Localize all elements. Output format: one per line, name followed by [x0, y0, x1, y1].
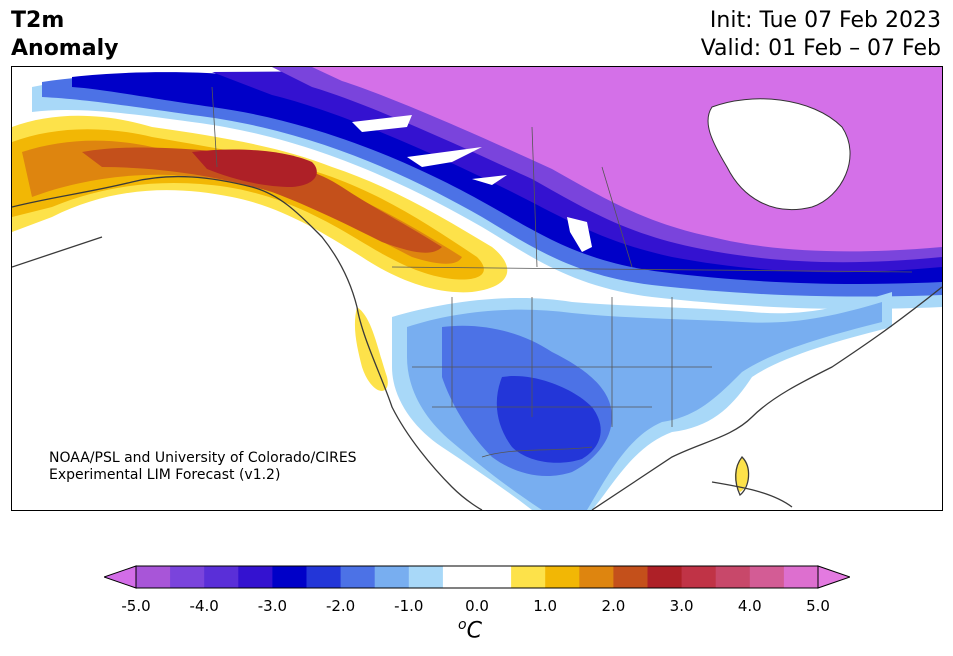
colorbar-tick-label: -5.0	[121, 597, 151, 615]
colorbar-tick-label: -2.0	[325, 597, 356, 615]
credit-line-1: NOAA/PSL and University of Colorado/CIRE…	[49, 450, 357, 466]
lake-white-2	[407, 147, 482, 167]
colorbar-cell	[340, 566, 376, 588]
borders	[211, 86, 913, 458]
colorbar-cell	[749, 566, 785, 588]
colorbar-cell	[374, 566, 410, 588]
colorbar-tick-label: 1.0	[533, 597, 558, 615]
cool-anomaly-deeper	[496, 376, 601, 463]
colorbar-tick-label: -4.0	[189, 597, 219, 615]
colorbar-cell	[272, 566, 307, 588]
anomaly-map	[11, 66, 943, 511]
title-line-2: Anomaly	[11, 36, 119, 61]
colorbar-tick-label: 0.0	[465, 597, 489, 615]
credit-line-2: Experimental LIM Forecast (v1.2)	[49, 467, 281, 483]
unit-base: C	[466, 618, 482, 644]
colorbar-tick-label: 5.0	[806, 597, 830, 615]
init-date: Init: Tue 07 Feb 2023	[709, 8, 941, 33]
colorbar-tick-label: -1.0	[394, 597, 424, 615]
colorbar-cell	[204, 566, 239, 588]
colorbar-cell	[136, 566, 171, 588]
colorbar-tick-label: 2.0	[601, 597, 626, 615]
map-canvas	[12, 67, 942, 510]
warm-anomaly-4	[82, 147, 442, 253]
title-line-1: T2m	[11, 8, 65, 33]
lake-white-1	[352, 115, 412, 132]
hudson-bay	[707, 98, 851, 211]
colorbar-cell	[408, 566, 444, 588]
unit-superscript: o	[458, 617, 467, 633]
lake-white-3	[472, 175, 507, 185]
colorbar-cell	[613, 566, 648, 588]
map-title: T2m Anomaly	[11, 7, 118, 63]
colorbar-unit: oC	[458, 617, 482, 643]
colorbar-cell	[477, 566, 512, 588]
colorbar-tick-label: 3.0	[669, 597, 694, 615]
valid-range: Valid: 01 Feb – 07 Feb	[700, 36, 941, 61]
colorbar-under-arrow	[104, 565, 137, 589]
colorbar-cell	[511, 566, 546, 588]
colorbar-cell	[170, 566, 205, 588]
colorbar-cell	[783, 566, 819, 588]
warm-anomaly-florida	[734, 457, 749, 492]
colorbar-cell	[681, 566, 717, 588]
colorbar-cell	[715, 566, 751, 588]
warm-anomaly-5	[192, 149, 317, 187]
colorbar-tick-label: -3.0	[257, 597, 288, 615]
colorbar-cell	[647, 566, 683, 588]
colorbar-cell	[545, 566, 580, 588]
colorbar-cell	[579, 566, 614, 588]
warm-anomaly-3	[22, 140, 462, 264]
colorbar-cell	[238, 566, 273, 588]
warm-anomaly-california	[354, 307, 388, 391]
colorbar	[104, 565, 850, 589]
coastlines	[12, 175, 942, 510]
lake-white-4	[567, 217, 592, 252]
forecast-dates: Init: Tue 07 Feb 2023 Valid: 01 Feb – 07…	[701, 7, 941, 63]
credit-text: NOAA/PSL and University of Colorado/CIRE…	[49, 450, 357, 484]
colorbar-cell	[442, 566, 478, 588]
colorbar-cell	[306, 566, 342, 588]
colorbar-over-arrow	[817, 565, 850, 589]
colorbar-tick-label: 4.0	[737, 597, 762, 615]
colorbar-outline	[135, 565, 819, 589]
